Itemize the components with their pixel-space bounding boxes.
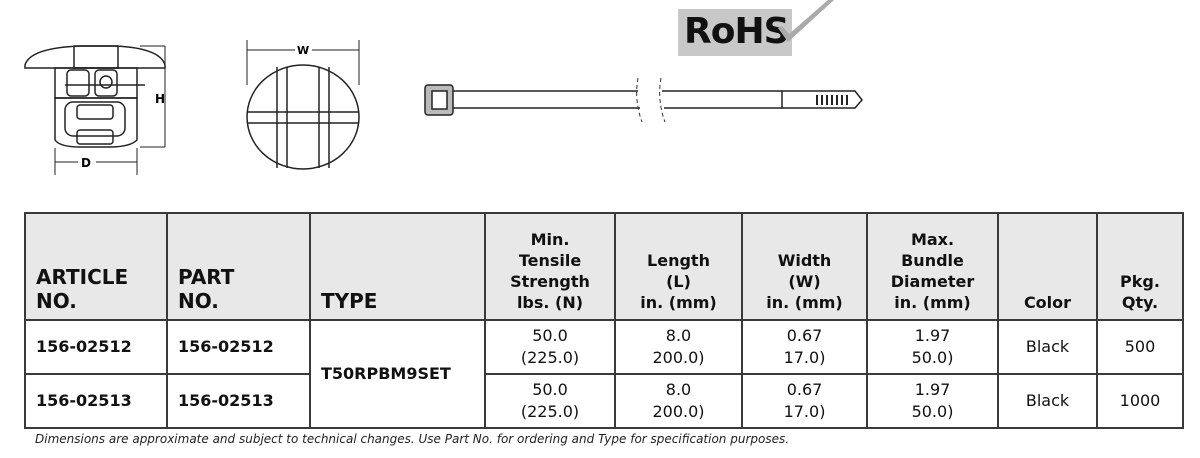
article-no-cell: 156-02513 xyxy=(24,373,168,429)
column-header: Min. Tensile Strength lbs. (N) xyxy=(484,212,616,321)
table-row: 156-02512 156-02512 T50RPBM9SET 50.0 (225… xyxy=(24,319,1184,429)
footnote: Dimensions are approximate and subject t… xyxy=(35,432,790,446)
spec-table: ARTICLE NO. PART NO. TYPE Min. Tensile Strength… xyxy=(24,212,1184,429)
article-no-cell: 156-02512 xyxy=(24,319,168,375)
column-header: Color xyxy=(997,212,1098,321)
rohs-logo: RoHS xyxy=(678,9,792,56)
part-no-cell: 156-02512 xyxy=(166,319,311,375)
width-cell: 0.67 17.0) xyxy=(741,319,868,375)
width-label: W xyxy=(297,44,309,57)
part-no-cell: 156-02513 xyxy=(166,373,311,429)
mount-top-view-drawing: W xyxy=(246,40,360,170)
qty-cell: 1000 xyxy=(1096,373,1184,429)
qty-cell: 500 xyxy=(1096,319,1184,375)
tensile-cell: 50.0 (225.0) xyxy=(484,373,616,429)
column-header: Max. Bundle Diameter in. (mm) xyxy=(866,212,999,321)
bundle-diameter-cell: 1.97 50.0) xyxy=(866,373,999,429)
column-header: Length (L) in. (mm) xyxy=(614,212,743,321)
column-header: Pkg. Qty. xyxy=(1096,212,1184,321)
cable-tie-drawing xyxy=(424,77,863,123)
column-header: Width (W) in. (mm) xyxy=(741,212,868,321)
color-cell: Black xyxy=(997,373,1098,429)
length-cell: 8.0 200.0) xyxy=(614,319,743,375)
color-cell: Black xyxy=(997,319,1098,375)
depth-label: D xyxy=(81,156,91,170)
height-label: H xyxy=(155,92,165,106)
type-cell: T50RPBM9SET xyxy=(309,319,486,429)
column-header: PART NO. xyxy=(166,212,311,321)
bundle-diameter-cell: 1.97 50.0) xyxy=(866,319,999,375)
column-header: TYPE xyxy=(309,212,486,321)
length-cell: 8.0 200.0) xyxy=(614,373,743,429)
width-cell: 0.67 17.0) xyxy=(741,373,868,429)
mount-side-view-drawing: H D xyxy=(24,45,166,175)
tensile-cell: 50.0 (225.0) xyxy=(484,319,616,375)
rohs-text: RoHS xyxy=(684,11,790,52)
table-row: 156-02513 156-02513 50.0 (225.0) 8.0 200.0… xyxy=(24,373,1184,429)
column-header: ARTICLE NO. xyxy=(24,212,168,321)
checkmark-icon xyxy=(778,0,834,42)
